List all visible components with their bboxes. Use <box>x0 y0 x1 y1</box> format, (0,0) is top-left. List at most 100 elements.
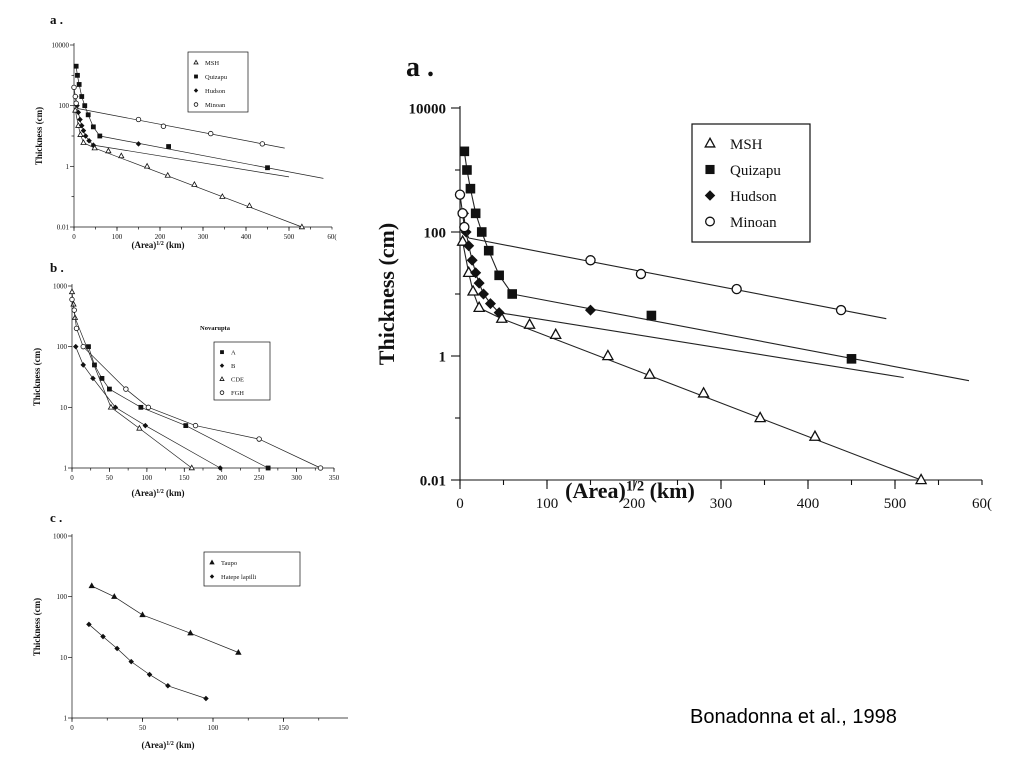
series-line <box>94 147 303 228</box>
series-line <box>88 624 207 699</box>
data-point <box>470 208 481 219</box>
x-axis-title-base: (Area) <box>131 488 156 498</box>
data-point <box>298 223 306 230</box>
x-tick-label: 300 <box>198 233 209 241</box>
data-point <box>192 422 199 429</box>
data-point <box>646 310 657 321</box>
data-point <box>463 240 475 252</box>
data-point <box>90 375 96 382</box>
data-point <box>80 343 86 350</box>
legend-label: Hatepe lapilli <box>221 574 256 581</box>
data-point <box>846 354 857 364</box>
legend-box <box>203 551 301 587</box>
data-point <box>142 422 149 429</box>
data-point <box>523 317 536 329</box>
legend: MSH Quizapu Hudson Minoan <box>691 123 811 243</box>
data-point <box>79 94 85 99</box>
x-tick-label: 0 <box>70 724 74 732</box>
legend-marker <box>193 102 199 107</box>
data-point <box>80 362 86 368</box>
legend-label: MSH <box>205 60 219 67</box>
data-point <box>136 424 143 431</box>
data-point <box>476 227 487 237</box>
y-tick-label: 1 <box>439 349 447 365</box>
data-point <box>457 208 468 219</box>
data-point <box>77 116 83 123</box>
legend-marker <box>705 164 715 175</box>
y-axis-title: Thickness (cm) <box>34 107 44 165</box>
data-point <box>90 124 96 130</box>
x-tick-label: 0 <box>456 496 464 512</box>
series-hudson <box>72 93 290 178</box>
x-axis-title-base: (Area) <box>131 240 156 250</box>
series-line <box>71 299 321 469</box>
data-point <box>585 255 596 266</box>
data-point <box>219 193 226 199</box>
data-point <box>71 307 77 313</box>
legend-label: Hudson <box>205 88 226 95</box>
data-point <box>80 139 87 145</box>
series-b <box>72 343 223 471</box>
data-point <box>259 141 266 147</box>
data-point <box>77 131 84 137</box>
data-point <box>317 465 324 471</box>
x-tick-label: 200 <box>155 233 166 241</box>
y-tick-label: 100 <box>57 593 68 601</box>
y-tick-label: 1000 <box>53 532 68 540</box>
x-axis-title: (Area)1/2 (km) <box>141 740 194 750</box>
x-axis-title: (Area)1/2 (km) <box>131 240 184 250</box>
x-axis-title-base: (Area) <box>141 740 166 750</box>
x-tick-label: 60( <box>972 496 992 512</box>
x-axis-title-unit: (km) <box>164 240 185 250</box>
data-point <box>265 465 271 471</box>
legend-label: Hudson <box>730 189 777 205</box>
y-tick-label: 100 <box>424 225 447 241</box>
legend-label: Minoan <box>730 215 777 231</box>
x-tick-label: 400 <box>797 496 820 512</box>
x-axis-title-base: (Area) <box>565 478 626 503</box>
series-fgh <box>69 296 324 471</box>
legend-marker <box>209 559 215 565</box>
legend-marker <box>219 376 225 381</box>
x-tick-label: 60( <box>327 233 337 241</box>
legend-marker <box>220 350 224 355</box>
series-line <box>459 194 470 239</box>
data-point <box>493 307 505 319</box>
data-point <box>76 82 82 87</box>
data-point <box>82 133 89 139</box>
data-point <box>90 142 97 148</box>
legend: MSH Quizapu Hudson Minoan <box>187 51 249 113</box>
data-point <box>135 116 142 123</box>
series-line <box>73 87 79 109</box>
series-line <box>99 135 324 179</box>
x-tick-label: 350 <box>329 474 340 482</box>
legend-marker <box>219 390 225 395</box>
data-point <box>484 298 496 310</box>
x-tick-label: 150 <box>278 724 289 732</box>
panel-label: a . <box>50 12 63 27</box>
citation-text: Bonadonna et al., 1998 <box>690 706 897 728</box>
legend-label: Quizapu <box>730 163 781 179</box>
data-point <box>808 429 822 441</box>
data-point <box>105 147 112 154</box>
y-tick-label: 1 <box>66 163 70 171</box>
data-point <box>731 283 742 295</box>
chart-small-a: a . 0.01 1 100 10000 0 100 200 300 400 500 60(Thick… <box>34 12 337 250</box>
x-tick-label: 0 <box>70 474 74 482</box>
x-tick-label: 500 <box>884 496 907 512</box>
chart-small-b: b . 1 10 100 1000 0 50 100 150 200 250 300 350 Thickn… <box>32 260 340 498</box>
y-tick-label: 10 <box>60 654 68 662</box>
y-tick-label: 0.01 <box>57 223 70 231</box>
data-point <box>188 464 195 471</box>
y-tick-label: 1000 <box>53 282 68 290</box>
x-axis-title-exponent: 1/2 <box>156 241 164 247</box>
y-tick-label: 1 <box>64 714 68 722</box>
panel-label: a . <box>406 52 434 83</box>
data-point <box>145 404 152 411</box>
data-point <box>111 593 118 599</box>
y-tick-label: 10 <box>60 404 68 412</box>
data-point <box>97 133 103 139</box>
data-point <box>914 473 928 485</box>
series-taupo <box>88 582 242 655</box>
chart-small-c: c .1101001000050100150200Thickness (cm)(… <box>32 510 348 750</box>
